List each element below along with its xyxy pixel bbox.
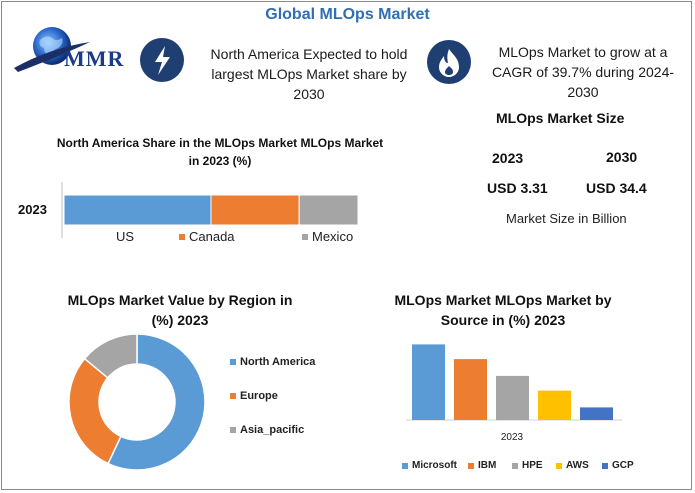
legend-swatch-gcp xyxy=(602,462,608,469)
legend-label-asia-pacific: Asia_pacific xyxy=(240,424,305,436)
bar-gcp xyxy=(580,407,613,420)
legend-item-gcp: GCP xyxy=(602,460,634,471)
bar-aws xyxy=(538,390,571,420)
na-share-stacked-bar-chart: US Canada Mexico xyxy=(61,182,359,244)
bar-segment-canada xyxy=(210,194,300,226)
market-size-value-2030: USD 34.4 xyxy=(586,180,647,196)
legend-item-microsoft: Microsoft xyxy=(402,460,457,471)
legend-swatch-europe xyxy=(230,393,236,399)
legend-swatch-hpe xyxy=(512,462,518,469)
market-size-value-2023: USD 3.31 xyxy=(487,180,548,196)
x-axis-label: 2023 xyxy=(501,432,524,443)
legend-swatch-microsoft xyxy=(402,462,408,469)
market-size-unit-note: Market Size in Billion xyxy=(506,211,627,226)
lightning-icon xyxy=(140,38,184,82)
market-size-title: MLOps Market Size xyxy=(496,110,625,126)
legend-item-asia-pacific: Asia_pacific xyxy=(230,424,304,436)
source-bar-chart: 2023 xyxy=(406,344,622,443)
legend-item-aws: AWS xyxy=(556,460,589,471)
na-share-chart-title: North America Share in the MLOps Market … xyxy=(56,136,384,168)
legend-item-hpe: HPE xyxy=(512,460,543,471)
legend-label-hpe: HPE xyxy=(522,460,543,471)
donut-slice-europe xyxy=(68,357,122,465)
legend-label-canada: Canada xyxy=(189,229,235,244)
legend-label-gcp: GCP xyxy=(612,460,634,471)
region-legend: North America Europe Asia_pacific xyxy=(230,356,350,456)
region-chart-title: MLOps Market Value by Region in (%) 2023 xyxy=(67,292,293,328)
market-size-year-2030: 2030 xyxy=(606,149,638,165)
legend-swatch-aws xyxy=(556,462,562,469)
donut-slice-asia-pacific xyxy=(83,333,138,379)
legend-item-north-america: North America xyxy=(230,356,315,368)
legend-label-europe: Europe xyxy=(240,390,278,402)
bar-segment-us xyxy=(63,194,212,226)
legend-swatch-north-america xyxy=(230,359,236,365)
bar-ibm xyxy=(454,359,487,420)
legend-label-north-america: North America xyxy=(240,356,316,368)
card2-text: MLOps Market to grow at a CAGR of 39.7% … xyxy=(491,44,675,100)
legend-swatch-canada xyxy=(179,234,185,240)
card1-text: North America Expected to hold largest M… xyxy=(210,46,408,102)
legend-swatch-asia-pacific xyxy=(230,427,236,433)
market-size-year-2023: 2023 xyxy=(492,150,524,166)
logo-text: MMR xyxy=(64,46,125,71)
source-legend: Microsoft IBM HPE AWS GCP xyxy=(402,460,652,476)
legend-swatch-ibm xyxy=(468,462,474,469)
bar-segment-mexico xyxy=(298,194,359,226)
logo: MMR xyxy=(10,22,130,78)
legend-label-mexico: Mexico xyxy=(312,229,353,244)
donut-slice-north-america xyxy=(107,333,206,471)
legend-item-ibm: IBM xyxy=(468,460,496,471)
legend-item-europe: Europe xyxy=(230,390,278,402)
na-share-category-label: 2023 xyxy=(18,202,47,217)
bar-hpe xyxy=(496,375,529,420)
source-chart-title: MLOps Market MLOps Market by Source in (… xyxy=(394,292,612,328)
region-donut-chart xyxy=(68,333,206,471)
legend-swatch-mexico xyxy=(302,234,308,240)
legend-label-us: US xyxy=(116,229,134,244)
globe-logo-icon xyxy=(14,27,90,72)
bar-microsoft xyxy=(412,344,445,420)
legend-label-aws: AWS xyxy=(566,460,589,471)
legend-label-microsoft: Microsoft xyxy=(412,460,457,471)
page-title: Global MLOps Market xyxy=(265,6,430,23)
flame-icon xyxy=(427,40,471,84)
legend-label-ibm: IBM xyxy=(478,460,497,471)
